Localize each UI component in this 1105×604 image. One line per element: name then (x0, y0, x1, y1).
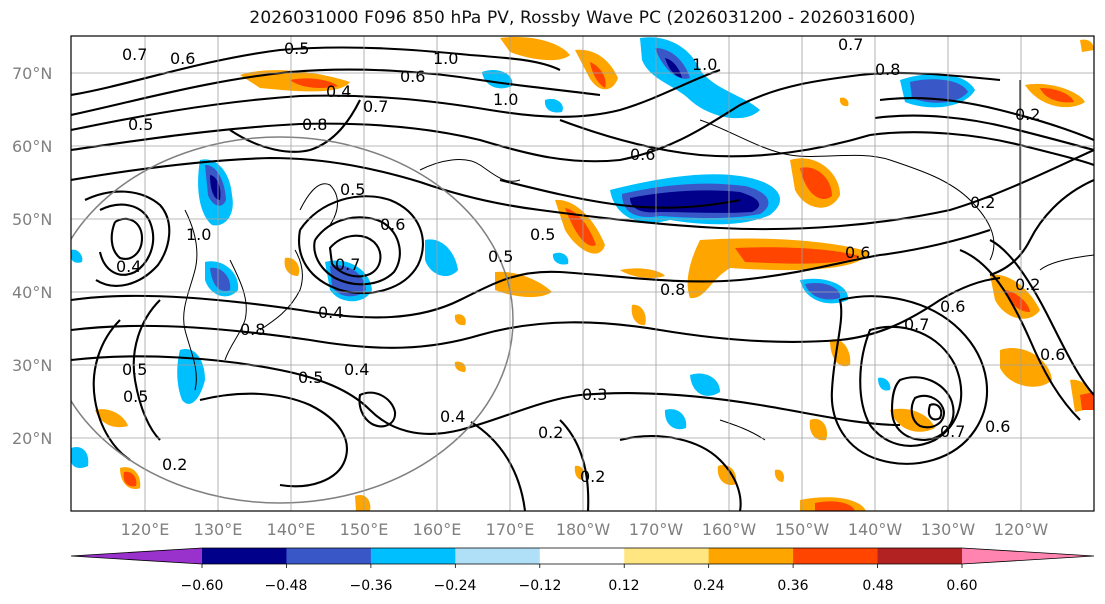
lon-label: 130°E (194, 520, 243, 539)
colorbar-segment (539, 548, 625, 564)
contour-label: 0.2 (538, 423, 563, 442)
latitude-labels: 70°N 60°N 50°N 40°N 30°N 20°N (12, 64, 52, 448)
map-content: 0.7 0.6 0.5 1.0 0.6 0.4 0.7 1.0 1.0 0.7 … (71, 35, 1094, 511)
lon-label: 120°E (121, 520, 170, 539)
contour-label: 0.5 (298, 368, 323, 387)
lat-label: 50°N (12, 210, 52, 229)
contour-label: 0.3 (582, 385, 607, 404)
contour-label: 0.6 (380, 215, 405, 234)
lon-label: 180°W (556, 520, 611, 539)
colorbar-tick-label: −0.24 (434, 578, 477, 594)
contour-label: 0.2 (1015, 105, 1040, 124)
lat-label: 70°N (12, 64, 52, 83)
contour-label: 0.6 (170, 49, 195, 68)
colorbar-tick-label: −0.60 (181, 578, 224, 594)
contour-label: 0.5 (123, 387, 148, 406)
contour-label: 0.7 (363, 97, 388, 116)
map-title: 2026031000 F096 850 hPa PV, Rossby Wave … (249, 8, 916, 28)
contour-label: 0.5 (128, 115, 153, 134)
colorbar-segment (708, 548, 794, 564)
contour-label: 0.4 (326, 82, 351, 101)
contour-label: 0.7 (335, 255, 360, 274)
lon-label: 120°W (994, 520, 1049, 539)
colorbar-tick-label: 0.60 (946, 578, 977, 594)
pv-contours (71, 46, 1094, 511)
lon-label: 150°W (775, 520, 830, 539)
contour-label: 1.0 (692, 55, 717, 74)
colorbar-tick-label: −0.48 (265, 578, 308, 594)
coastlines (183, 80, 1094, 441)
colorbar-tick-label: 0.12 (608, 578, 639, 594)
contour-label: 0.2 (162, 455, 187, 474)
contour-label: 0.5 (530, 225, 555, 244)
contour-label: 0.6 (630, 145, 655, 164)
contour-label: 0.4 (344, 360, 369, 379)
contour-label: 0.6 (1040, 345, 1065, 364)
colorbar-tick-label: 0.24 (693, 578, 724, 594)
highlight-circle (71, 136, 514, 504)
lat-label: 40°N (12, 283, 52, 302)
lon-label: 140°E (267, 520, 316, 539)
lat-label: 20°N (12, 429, 52, 448)
contour-label: 0.5 (340, 180, 365, 199)
contour-label: 0.8 (875, 60, 900, 79)
colorbar-segment (793, 548, 879, 564)
colorbar-segment (286, 548, 372, 564)
contour-label: 0.6 (845, 243, 870, 262)
contour-label: 0.2 (580, 467, 605, 486)
colorbar-ticks: −0.60 −0.48 −0.36 −0.24 −0.12 0.12 0.24 … (181, 578, 978, 594)
contour-label: 1.0 (493, 90, 518, 109)
contour-label: 0.7 (940, 422, 965, 441)
map-frame (70, 35, 1095, 512)
lon-label: 130°W (921, 520, 976, 539)
colorbar-tick-label: 0.36 (777, 578, 808, 594)
contour-label: 1.0 (433, 49, 458, 68)
lon-label: 170°W (629, 520, 684, 539)
colorbar: −0.60 −0.48 −0.36 −0.24 −0.12 0.12 0.24 … (70, 547, 1095, 594)
contour-label: 0.8 (240, 320, 265, 339)
colorbar-segment (202, 548, 287, 564)
lon-label: 160°E (413, 520, 462, 539)
longitude-labels: 120°E 130°E 140°E 150°E 160°E 170°E 180°… (121, 520, 1049, 539)
contour-label: 0.2 (1015, 275, 1040, 294)
colorbar-tick-label: 0.48 (862, 578, 893, 594)
contour-label: 0.7 (904, 315, 929, 334)
contour-label: 0.8 (302, 115, 327, 134)
contour-label: 0.7 (122, 45, 147, 64)
contour-label: 0.6 (400, 67, 425, 86)
colorbar-segments (70, 547, 1095, 568)
lon-label: 150°E (340, 520, 389, 539)
contour-label: 0.4 (440, 407, 465, 426)
contour-label: 0.2 (970, 193, 995, 212)
lat-label: 30°N (12, 356, 52, 375)
colorbar-segment (624, 548, 710, 564)
colorbar-tick-label: −0.36 (350, 578, 393, 594)
lon-label: 170°E (486, 520, 535, 539)
contour-label: 0.7 (838, 35, 863, 54)
lon-label: 140°W (848, 520, 903, 539)
gridlines (71, 36, 1094, 511)
contour-label: 0.5 (284, 39, 309, 58)
contour-label: 0.4 (318, 303, 343, 322)
contour-label: 0.5 (488, 247, 513, 266)
contour-label: 1.0 (186, 225, 211, 244)
contour-label: 0.5 (122, 360, 147, 379)
colorbar-segment (71, 548, 202, 564)
contour-label: 0.6 (985, 417, 1010, 436)
colorbar-tick-label: −0.12 (519, 578, 562, 594)
colorbar-segment (455, 548, 541, 564)
colorbar-segment (877, 548, 963, 564)
contour-labels: 0.7 0.6 0.5 1.0 0.6 0.4 0.7 1.0 1.0 0.7 … (116, 35, 1065, 486)
contour-label: 0.4 (116, 257, 141, 276)
lon-label: 160°W (702, 520, 757, 539)
colorbar-segment (370, 548, 456, 564)
contour-label: 0.8 (660, 280, 685, 299)
contour-label: 0.6 (940, 297, 965, 316)
colorbar-segment (962, 548, 1094, 564)
positive-anomaly-shading (95, 36, 1094, 511)
lat-label: 60°N (12, 137, 52, 156)
